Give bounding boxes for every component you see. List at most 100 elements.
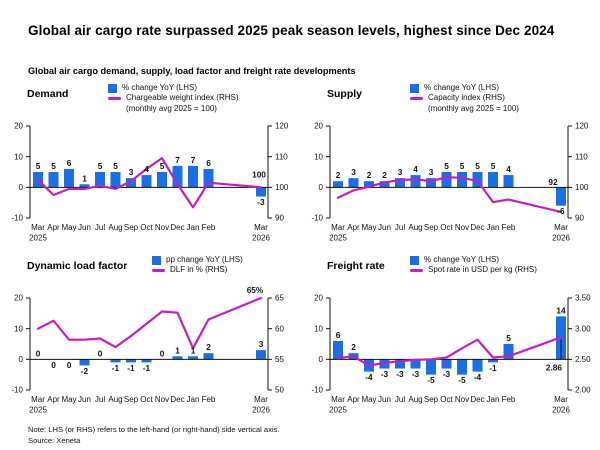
load-factor-legend: pp change YoY (LHS) DLF in % (RHS) (152, 255, 243, 276)
svg-text:Aug: Aug (408, 223, 422, 232)
svg-text:2026: 2026 (252, 406, 270, 415)
demand-panel: Demand % change YoY (LHS) Chargeable wei… (0, 80, 296, 254)
svg-text:Sep: Sep (124, 223, 139, 232)
bar (95, 172, 105, 188)
svg-text:Jun: Jun (378, 223, 391, 232)
chart-subtitle: Global air cargo demand, supply, load fa… (28, 66, 356, 76)
svg-text:-2: -2 (81, 366, 89, 376)
svg-text:-1: -1 (143, 363, 151, 373)
load-factor-panel: Dynamic load factor pp change YoY (LHS) … (0, 252, 296, 426)
svg-text:2026: 2026 (552, 406, 570, 415)
bar (556, 187, 566, 206)
svg-text:Jan: Jan (187, 395, 200, 404)
trend-line (336, 176, 563, 214)
bar (488, 359, 498, 363)
bars (333, 172, 566, 206)
bar (395, 178, 405, 188)
svg-text:0: 0 (319, 183, 324, 192)
svg-text:3: 3 (398, 167, 403, 177)
svg-text:Sep: Sep (124, 395, 139, 404)
svg-text:-5: -5 (458, 375, 466, 385)
right-axis: 3.50 3.00 2.50 2.00 (567, 294, 591, 395)
svg-text:4: 4 (506, 164, 511, 174)
svg-text:7: 7 (175, 155, 180, 165)
svg-text:Jan: Jan (487, 395, 500, 404)
bar (410, 175, 421, 188)
line-value-annotation: 92 (548, 177, 558, 187)
line-legend-sublabel: (monthly avg 2025 = 100) (428, 103, 519, 113)
line-value-annotation: 100 (252, 169, 266, 179)
svg-text:-10: -10 (311, 386, 323, 395)
svg-text:May: May (61, 395, 76, 404)
line-legend-label: Capacity index (RHS) (428, 93, 505, 103)
svg-text:Feb: Feb (202, 223, 216, 232)
svg-text:110: 110 (275, 152, 288, 161)
bar (256, 350, 266, 360)
svg-text:2: 2 (367, 170, 372, 180)
svg-text:Mar: Mar (31, 395, 45, 404)
bar-legend-swatch (108, 83, 117, 93)
svg-text:2025: 2025 (29, 234, 47, 243)
svg-text:5: 5 (36, 161, 41, 171)
line-legend-label: DLF in % (RHS) (170, 265, 228, 275)
svg-text:2: 2 (336, 170, 341, 180)
svg-text:10: 10 (14, 152, 23, 161)
svg-text:Oct: Oct (140, 395, 153, 404)
bar-legend-label: % change YoY (LHS) (424, 83, 500, 92)
bar (426, 178, 436, 188)
svg-text:2025: 2025 (29, 406, 47, 415)
svg-text:65: 65 (275, 294, 284, 303)
svg-text:5: 5 (444, 161, 449, 171)
svg-text:3.00: 3.00 (575, 324, 591, 333)
svg-text:Apr: Apr (347, 395, 360, 404)
svg-text:65%: 65% (247, 286, 264, 295)
bar (188, 356, 198, 360)
svg-text:20: 20 (314, 294, 323, 303)
svg-text:2025: 2025 (329, 406, 347, 415)
svg-text:0: 0 (98, 348, 103, 358)
bar (503, 175, 514, 188)
svg-text:2: 2 (206, 342, 211, 352)
svg-text:14: 14 (556, 305, 566, 315)
left-axis: 20 10 0 -10 (11, 294, 31, 395)
supply-panel-title: Supply (327, 88, 363, 100)
svg-text:5: 5 (113, 161, 118, 171)
svg-text:Mar: Mar (554, 223, 568, 232)
x-axis-labels: Mar Apr May Jun Jul Aug Sep Oct Nov Dec Jan Feb Mar2… (329, 223, 570, 243)
svg-text:Nov: Nov (455, 395, 469, 404)
svg-text:6: 6 (336, 330, 341, 340)
svg-text:20: 20 (14, 122, 23, 131)
svg-text:Jan: Jan (487, 223, 500, 232)
bar (172, 356, 183, 360)
svg-text:-3: -3 (396, 369, 404, 379)
svg-text:Jul: Jul (395, 395, 405, 404)
svg-text:-10: -10 (11, 386, 23, 395)
svg-text:-3: -3 (412, 369, 420, 379)
bar-legend-label: % change YoY (LHS) (424, 255, 500, 264)
svg-text:Oct: Oct (440, 223, 453, 232)
svg-text:-10: -10 (11, 214, 23, 223)
svg-text:20: 20 (14, 294, 23, 303)
svg-text:1: 1 (191, 345, 196, 355)
left-axis: 20 10 0 -10 (311, 122, 331, 223)
trend-line (336, 336, 563, 367)
bar (441, 359, 452, 369)
line-legend-swatch (410, 97, 423, 100)
svg-text:5: 5 (460, 161, 465, 171)
bar (188, 165, 198, 188)
svg-text:Dec: Dec (170, 395, 184, 404)
svg-text:5: 5 (491, 161, 496, 171)
svg-text:Mar: Mar (254, 395, 268, 404)
bar (126, 178, 136, 188)
svg-text:Nov: Nov (155, 223, 169, 232)
svg-text:Jun: Jun (78, 395, 91, 404)
svg-text:60: 60 (275, 324, 284, 333)
svg-text:20: 20 (314, 122, 323, 131)
svg-text:0: 0 (51, 360, 56, 370)
left-axis: 20 10 0 -10 (311, 294, 331, 395)
svg-text:2.50: 2.50 (575, 355, 591, 364)
svg-text:4: 4 (413, 164, 418, 174)
footer: Note: LHS (or RHS) refers to the left-ha… (28, 424, 280, 446)
